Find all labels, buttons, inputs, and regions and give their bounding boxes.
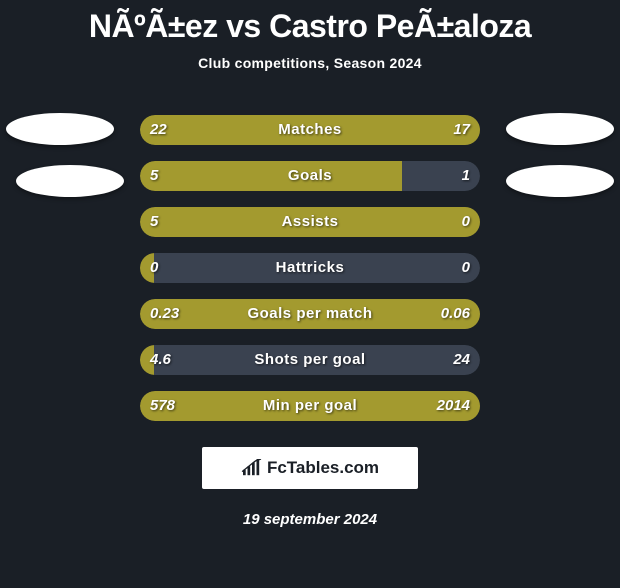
- stat-label: Goals per match: [140, 299, 480, 329]
- stat-value-right: 2014: [437, 391, 470, 421]
- stat-value-right: 1: [462, 161, 470, 191]
- page-title: NÃºÃ±ez vs Castro PeÃ±aloza: [0, 8, 620, 45]
- chart-icon: [241, 459, 263, 477]
- stat-label: Min per goal: [140, 391, 480, 421]
- stat-row: Hattricks0 0: [0, 245, 620, 291]
- stat-value-left: 4.6: [150, 345, 171, 375]
- stat-row: Shots per goal4.6 24: [0, 337, 620, 383]
- footer-brand-text: FcTables.com: [267, 458, 379, 478]
- stat-bar: Goals5 1: [140, 161, 480, 191]
- stat-row: Assists5 0: [0, 199, 620, 245]
- stat-bar: Min per goal578 2014: [140, 391, 480, 421]
- date-text: 19 september 2024: [0, 511, 620, 528]
- stat-value-right: 0.06: [441, 299, 470, 329]
- stat-value-right: 17: [453, 115, 470, 145]
- stat-value-left: 5: [150, 207, 158, 237]
- stat-bar: Shots per goal4.6 24: [140, 345, 480, 375]
- stat-value-right: 0: [462, 253, 470, 283]
- stat-value-left: 0: [150, 253, 158, 283]
- stat-label: Assists: [140, 207, 480, 237]
- stat-value-left: 22: [150, 115, 167, 145]
- stat-value-left: 5: [150, 161, 158, 191]
- stat-bar: Goals per match0.23 0.06: [140, 299, 480, 329]
- stat-value-right: 24: [453, 345, 470, 375]
- stat-bar: Assists5 0: [140, 207, 480, 237]
- stat-row: Min per goal578 2014: [0, 383, 620, 429]
- stat-label: Goals: [140, 161, 480, 191]
- stat-label: Hattricks: [140, 253, 480, 283]
- stat-label: Matches: [140, 115, 480, 145]
- stat-value-left: 0.23: [150, 299, 179, 329]
- stat-bar: Hattricks0 0: [140, 253, 480, 283]
- comparison-chart: Matches2217Goals51Assists50Hattricks00Go…: [0, 107, 620, 429]
- stat-bar: Matches22 17: [140, 115, 480, 145]
- stat-row: Goals per match0.23 0.06: [0, 291, 620, 337]
- stat-row: Goals5 1: [0, 153, 620, 199]
- stat-value-right: 0: [462, 207, 470, 237]
- stat-value-left: 578: [150, 391, 175, 421]
- footer-brand-logo: FcTables.com: [202, 447, 418, 489]
- stat-label: Shots per goal: [140, 345, 480, 375]
- stat-row: Matches22 17: [0, 107, 620, 153]
- subtitle: Club competitions, Season 2024: [0, 55, 620, 71]
